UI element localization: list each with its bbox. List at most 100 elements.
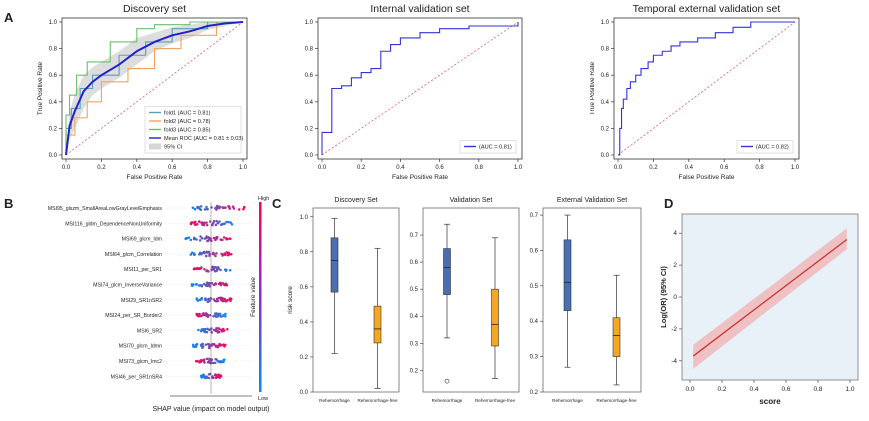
shap-point [224,299,228,302]
box [373,305,382,344]
y-tick-label: 0.0 [300,390,309,396]
shap-point [211,265,214,268]
x-tick-label: 0.8 [755,165,764,171]
shap-point [216,312,220,316]
x-tick-label: Rehemorrhage-free [596,398,637,403]
y-axis-label: risk score [287,286,294,314]
y-tick-label: 0.6 [49,73,58,79]
shap-point [219,223,223,227]
shap-point [212,298,216,301]
shap-point [220,298,223,302]
shap-point [197,267,200,271]
shap-point [230,223,234,226]
shap-point [216,374,220,377]
y-tick-label: 0.4 [601,100,610,106]
shap-point [191,206,195,210]
shap-point [197,284,201,287]
shap-feature-label: MSI70_glcm_Idmn [119,344,162,350]
shap-point [189,222,193,226]
shap-point [223,358,226,362]
shap-point [222,222,225,226]
chance-line [321,21,519,156]
x-axis-label: False Positive Rate [392,174,448,181]
x-axis-label: False Positive Rate [679,174,735,181]
shap-point [226,252,230,255]
shap-point [199,205,203,208]
shap-point [232,207,236,210]
y-tick-label: 0.3 [410,341,419,347]
shap-point [196,299,200,302]
y-tick-label: 0.6 [300,285,309,291]
legend-box [459,140,517,154]
shap-point [216,266,219,269]
roc-line [65,21,243,155]
shap-point [206,327,209,331]
x-tick-label: Rehemorrhage-free [357,398,398,403]
x-tick-label: 0.4 [749,386,758,393]
shap-point [218,312,222,316]
shap-point [201,346,204,349]
shap-point [221,328,224,332]
shap-point [226,328,229,331]
y-axis-label: True Positive Rate [37,62,44,116]
x-tick-label: 0.2 [717,386,726,393]
colorbar-high-label: High [258,196,269,202]
shap-point [200,297,203,301]
y-tick-label: 0.7 [410,233,419,239]
shap-point [199,343,203,346]
shap-point [214,254,217,258]
shap-point [219,283,223,287]
shap-point [210,223,214,226]
y-tick-label: 2 [673,262,677,269]
x-tick-label: 0.0 [685,386,694,393]
shap-point [214,328,218,331]
shap-point [217,360,220,363]
x-tick-label: 0.8 [203,165,212,171]
x-tick-label: Rehemorrhage [319,398,350,403]
shap-point [215,204,219,208]
roc-external-chart: Temporal external validation set 0.0 0.2 0.… [590,3,800,181]
chart-title: Validation Set [450,197,493,204]
shap-point [228,207,232,210]
shap-point [210,206,213,209]
y-tick-label: 0.4 [305,100,314,106]
shap-point [221,205,224,209]
shap-point [208,372,212,376]
shap-beeswarm-chart: MSI95_glszm_SmallAreaLowGrayLevelEmphasi… [48,196,270,413]
shap-point [196,223,199,226]
chart-title: Discovery set [123,3,186,15]
y-tick-label: 0.5 [410,287,419,293]
shap-point [204,343,208,346]
shap-point [209,296,213,300]
shap-point [202,221,206,224]
y-tick-label: 0.8 [49,47,58,53]
shap-point [228,237,232,240]
y-tick-label: 0.6 [410,260,419,266]
shap-point [202,251,206,255]
x-tick-label: Rehemorrhage-free [475,398,516,403]
shap-point [208,314,212,317]
shap-point [184,237,188,240]
shap-point [218,220,221,223]
shap-point [221,254,224,257]
shap-point [208,299,211,302]
y-tick-label: 0.8 [601,47,610,53]
y-tick-label: 0.2 [300,355,309,361]
shap-point [204,297,207,300]
y-tick-label: 1.0 [305,20,314,26]
shap-point [208,328,211,332]
panel-letter-b: B [4,196,14,211]
chart-title: External Validation Set [557,197,627,204]
shap-point [193,223,197,226]
shap-point [215,208,218,211]
colorbar-low-label: Low [258,396,268,402]
box-external-chart: External Validation Set 0.2 0.3 0.4 0.5 0.6 0.… [530,197,642,403]
shap-point [210,331,213,334]
shap-point [215,252,218,255]
x-tick-label: 0.4 [133,165,142,171]
y-tick-label: 1.0 [49,20,58,26]
shap-point [206,239,210,243]
shap-point [214,361,217,365]
shap-point [216,330,220,333]
shap-point [231,205,235,208]
